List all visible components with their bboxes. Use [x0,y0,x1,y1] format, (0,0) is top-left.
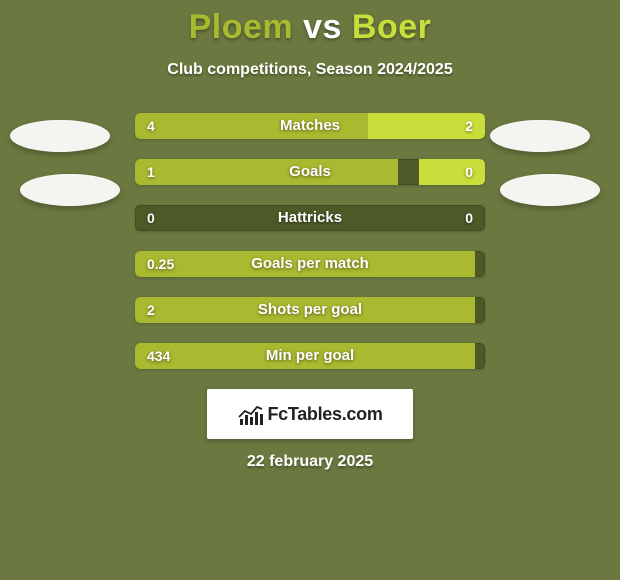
player-avatar [490,120,590,152]
stat-label: Hattricks [135,205,485,231]
comparison-canvas: Ploem vs Boer Club competitions, Season … [0,0,620,580]
title-right: Boer [352,8,431,46]
stat-label: Min per goal [135,343,485,369]
stat-row: 434Min per goal [135,343,485,369]
brand-chart-icon [237,403,263,425]
stats-table: 42Matches 10Goals 00Hattricks 0.25Goals per… [135,113,485,369]
stat-label: Matches [135,113,485,139]
title-left: Ploem [189,8,294,46]
brand-badge[interactable]: FcTables.com [207,389,413,439]
stat-row: 2Shots per goal [135,297,485,323]
date-text: 22 february 2025 [0,453,620,471]
stat-label: Goals [135,159,485,185]
player-avatar [10,120,110,152]
stat-label: Shots per goal [135,297,485,323]
player-avatar [20,174,120,206]
stat-row: 10Goals [135,159,485,185]
page-title: Ploem vs Boer [0,0,620,47]
brand-text: FcTables.com [267,404,382,425]
title-vs: vs [293,8,352,46]
stat-label: Goals per match [135,251,485,277]
player-avatar [500,174,600,206]
stat-row: 0.25Goals per match [135,251,485,277]
stat-row: 00Hattricks [135,205,485,231]
subtitle: Club competitions, Season 2024/2025 [0,61,620,79]
stat-row: 42Matches [135,113,485,139]
